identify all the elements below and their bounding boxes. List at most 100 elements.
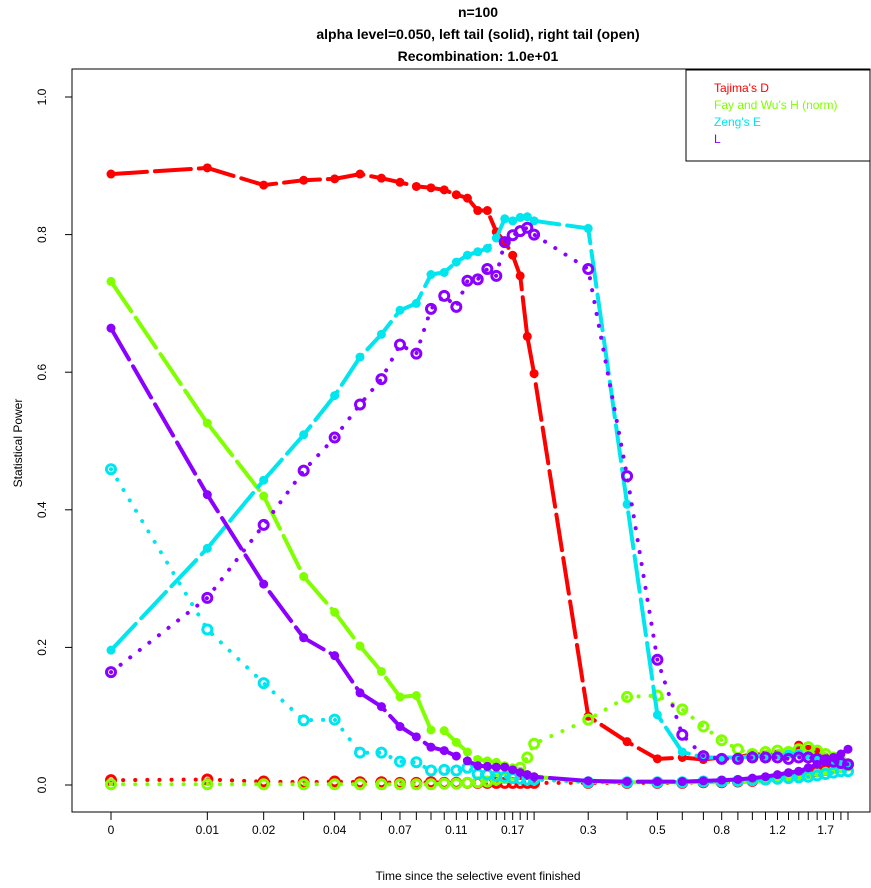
data-point xyxy=(410,347,423,360)
x-tick-label: 0.17 xyxy=(501,823,525,837)
data-point xyxy=(106,276,116,286)
x-tick-label: 0.07 xyxy=(388,823,412,837)
data-point xyxy=(438,777,451,790)
data-point xyxy=(803,763,813,773)
data-point xyxy=(259,491,269,501)
data-point xyxy=(461,776,474,789)
data-point xyxy=(354,746,367,759)
data-point xyxy=(651,653,664,666)
series-line xyxy=(109,762,850,785)
data-point xyxy=(515,768,525,778)
data-point xyxy=(330,607,340,617)
data-point xyxy=(328,431,341,444)
data-point xyxy=(424,764,437,777)
title-line-2: alpha level=0.050, left tail (solid), ri… xyxy=(316,26,639,42)
plot-area xyxy=(71,68,871,813)
data-point xyxy=(202,163,212,173)
data-point xyxy=(439,726,449,736)
data-point xyxy=(582,713,595,726)
x-tick-label: 0.02 xyxy=(252,823,276,837)
series-zeng-s-e-left xyxy=(106,212,853,769)
data-point xyxy=(462,250,472,260)
series-layer xyxy=(105,163,854,791)
data-point xyxy=(355,352,365,362)
data-point xyxy=(299,175,309,185)
data-point xyxy=(106,645,116,655)
data-point xyxy=(411,181,421,191)
data-point xyxy=(521,221,534,234)
x-tick-label: 0.5 xyxy=(649,823,666,837)
data-point xyxy=(354,778,367,791)
data-point xyxy=(784,768,794,778)
data-point xyxy=(202,418,212,428)
data-point xyxy=(528,737,541,750)
data-point xyxy=(376,329,386,339)
data-point xyxy=(731,743,744,756)
data-point xyxy=(450,764,463,777)
data-point xyxy=(259,579,269,589)
data-point xyxy=(330,391,340,401)
data-point xyxy=(105,778,117,791)
data-point xyxy=(257,677,270,690)
x-tick-label: 0 xyxy=(108,823,115,837)
data-point xyxy=(521,751,534,764)
data-point xyxy=(582,263,595,275)
data-point xyxy=(482,761,492,771)
data-point xyxy=(621,470,634,483)
x-axis-label: Time since the selective event finished xyxy=(376,869,581,883)
data-point xyxy=(411,732,421,742)
series-line xyxy=(109,467,850,785)
data-point xyxy=(393,778,406,791)
data-point xyxy=(202,543,212,553)
data-point xyxy=(697,720,710,733)
data-point xyxy=(410,756,423,769)
data-point xyxy=(515,271,525,281)
data-point xyxy=(794,766,804,776)
data-point xyxy=(259,475,269,485)
x-tick-label: 0.3 xyxy=(580,823,597,837)
y-axis-label: Statistical Power xyxy=(11,399,25,488)
data-point xyxy=(395,722,405,732)
data-point xyxy=(297,778,310,791)
data-point xyxy=(473,247,483,257)
data-point xyxy=(375,373,388,386)
x-tick-label: 1.2 xyxy=(769,823,786,837)
data-point xyxy=(842,758,854,771)
x-tick-label: 0.01 xyxy=(196,823,220,837)
data-point xyxy=(451,737,461,747)
data-point xyxy=(439,267,449,277)
data-point xyxy=(522,212,532,222)
data-point xyxy=(106,169,116,179)
data-point xyxy=(355,688,365,698)
data-point xyxy=(439,185,449,195)
data-point xyxy=(715,734,728,747)
data-point xyxy=(201,623,214,636)
y-tick-label: 0.4 xyxy=(35,501,49,518)
data-point xyxy=(355,641,365,651)
data-point xyxy=(482,206,492,216)
data-point xyxy=(393,338,406,351)
data-point xyxy=(500,762,510,772)
legend-box xyxy=(685,69,871,162)
series-l-left xyxy=(106,323,853,787)
data-point xyxy=(451,751,461,761)
data-point xyxy=(395,305,405,315)
data-point xyxy=(355,169,365,179)
series-l-right xyxy=(105,221,854,771)
data-point xyxy=(677,777,687,787)
data-point xyxy=(676,728,689,741)
data-point xyxy=(462,747,472,757)
data-point xyxy=(622,499,632,509)
data-point xyxy=(375,778,388,791)
data-point xyxy=(771,751,784,764)
data-point xyxy=(522,331,532,341)
x-tick-label: 0.04 xyxy=(323,823,347,837)
data-point xyxy=(498,236,511,249)
title-line-3: Recombination: 1.0e+01 xyxy=(398,48,559,64)
series-line xyxy=(109,225,850,767)
data-point xyxy=(481,263,494,275)
data-point xyxy=(393,755,406,768)
data-point xyxy=(106,323,116,333)
data-point xyxy=(471,767,484,780)
